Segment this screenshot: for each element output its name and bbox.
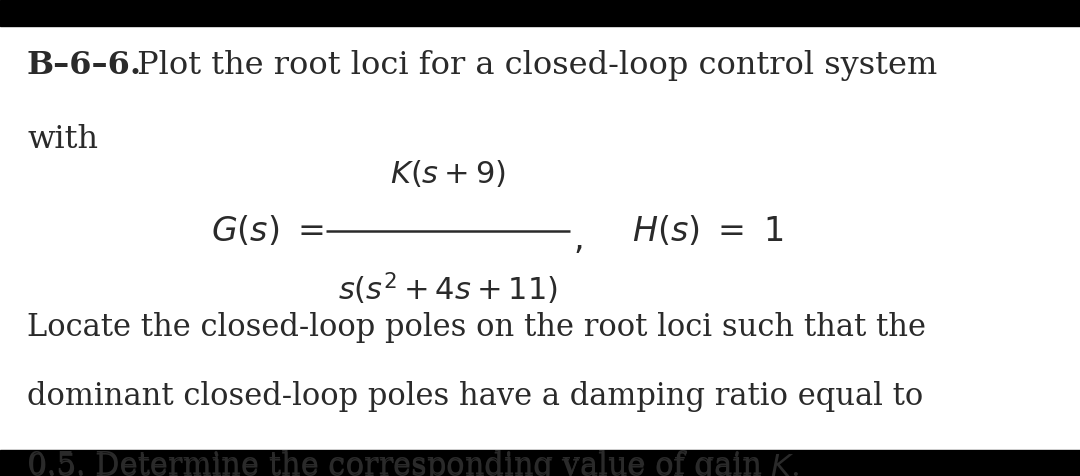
Text: dominant closed-loop poles have a damping ratio equal to: dominant closed-loop poles have a dampin… bbox=[27, 381, 923, 412]
Text: Plot the root loci for a closed-loop control system: Plot the root loci for a closed-loop con… bbox=[127, 50, 937, 81]
Bar bbox=[0, 450, 1080, 476]
Text: B–6–6.: B–6–6. bbox=[27, 50, 143, 81]
Text: Locate the closed-loop poles on the root loci such that the: Locate the closed-loop poles on the root… bbox=[27, 312, 926, 343]
Text: $H(s)\ =\ 1$: $H(s)\ =\ 1$ bbox=[632, 214, 783, 248]
Text: 0.5. Determine the corresponding value of gain: 0.5. Determine the corresponding value o… bbox=[27, 450, 772, 476]
Text: $K(s + 9)$: $K(s + 9)$ bbox=[390, 159, 507, 190]
Text: $s(s^2 + 4s + 11)$: $s(s^2 + 4s + 11)$ bbox=[338, 271, 558, 308]
Text: $,$: $,$ bbox=[573, 224, 583, 257]
Text: with: with bbox=[27, 124, 98, 155]
Bar bbox=[0, 0, 1080, 26]
Text: $G(s)\ =$: $G(s)\ =$ bbox=[211, 214, 324, 248]
Text: 0.5. Determine the corresponding value of gain $K$.: 0.5. Determine the corresponding value o… bbox=[27, 450, 799, 476]
